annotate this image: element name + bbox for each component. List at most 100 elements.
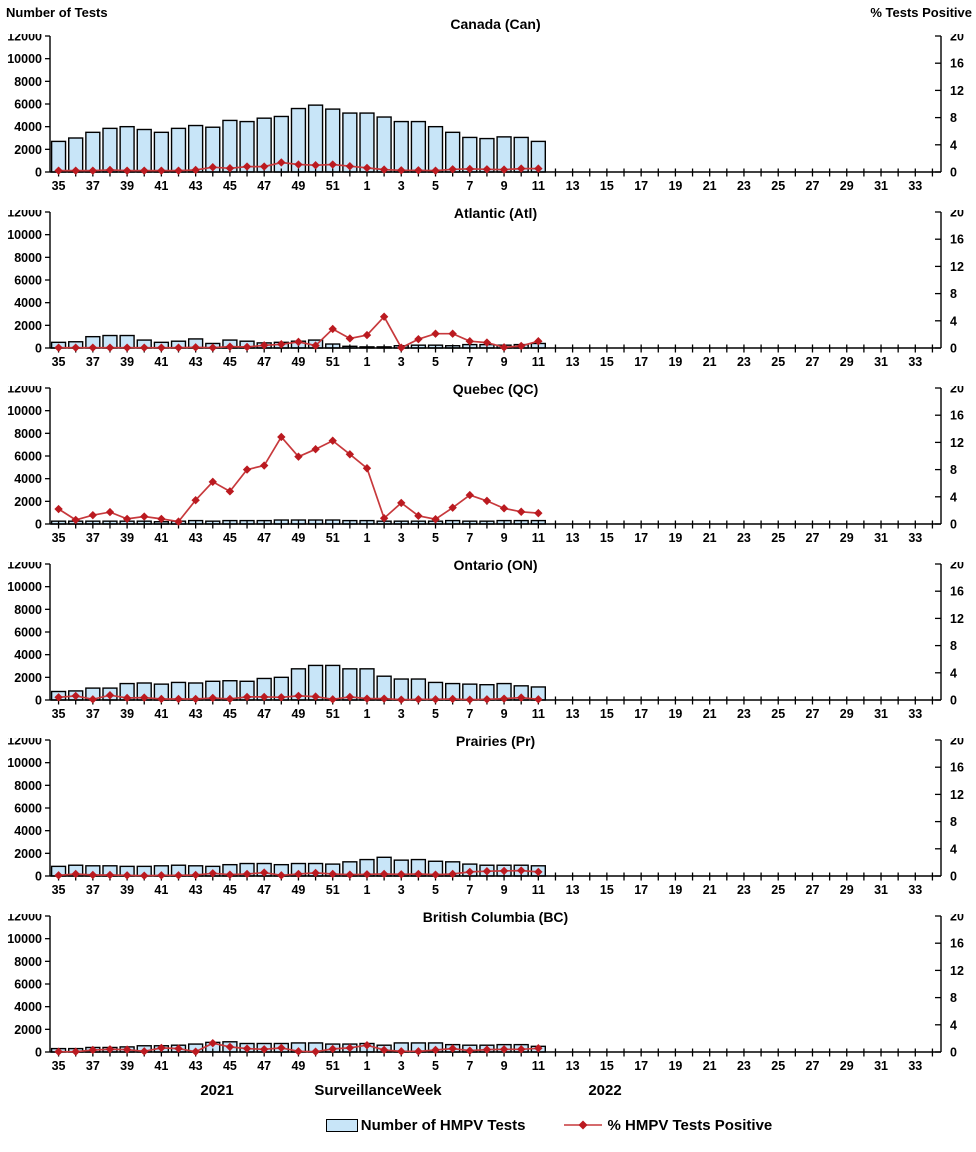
svg-text:4000: 4000 [14, 824, 42, 838]
svg-text:8: 8 [950, 463, 957, 477]
svg-text:19: 19 [668, 179, 682, 193]
svg-text:41: 41 [154, 355, 168, 369]
svg-text:15: 15 [600, 883, 614, 897]
svg-text:13: 13 [566, 355, 580, 369]
svg-text:15: 15 [600, 355, 614, 369]
svg-text:33: 33 [908, 707, 922, 721]
svg-text:9: 9 [501, 883, 508, 897]
year-label-2022: 2022 [588, 1082, 622, 1099]
svg-text:4000: 4000 [14, 120, 42, 134]
svg-text:3: 3 [398, 531, 405, 545]
svg-text:37: 37 [86, 707, 100, 721]
svg-text:10000: 10000 [7, 228, 42, 242]
svg-text:47: 47 [257, 531, 271, 545]
svg-text:37: 37 [86, 179, 100, 193]
svg-text:35: 35 [52, 355, 66, 369]
svg-text:9: 9 [501, 531, 508, 545]
svg-text:33: 33 [908, 883, 922, 897]
svg-text:5: 5 [432, 883, 439, 897]
chart-panel-bc: British Columbia (BC) 0 2000 4000 6000 8000 1… [0, 904, 976, 1080]
svg-text:11: 11 [532, 707, 545, 721]
svg-text:12: 12 [950, 612, 964, 626]
svg-text:2000: 2000 [14, 495, 42, 509]
svg-text:6000: 6000 [14, 274, 42, 288]
svg-text:0: 0 [35, 342, 42, 356]
svg-text:19: 19 [668, 355, 682, 369]
svg-text:16: 16 [950, 57, 964, 71]
svg-text:23: 23 [737, 531, 751, 545]
svg-text:35: 35 [52, 531, 66, 545]
svg-text:45: 45 [223, 1059, 237, 1073]
svg-text:41: 41 [154, 883, 168, 897]
svg-text:31: 31 [874, 1059, 888, 1073]
svg-text:33: 33 [908, 1059, 922, 1073]
svg-text:9: 9 [501, 1059, 508, 1073]
svg-text:16: 16 [950, 409, 964, 423]
svg-text:47: 47 [257, 707, 271, 721]
svg-text:45: 45 [223, 179, 237, 193]
svg-text:27: 27 [806, 707, 820, 721]
svg-text:8: 8 [950, 287, 957, 301]
svg-text:0: 0 [950, 342, 957, 356]
svg-text:45: 45 [223, 355, 237, 369]
svg-text:17: 17 [634, 179, 648, 193]
legend: Number of HMPV Tests % HMPV Tests Positi… [0, 1108, 976, 1142]
svg-text:1: 1 [364, 1059, 371, 1073]
svg-text:13: 13 [566, 1059, 580, 1073]
svg-text:0: 0 [950, 870, 957, 884]
svg-text:17: 17 [634, 355, 648, 369]
svg-text:23: 23 [737, 355, 751, 369]
svg-text:20: 20 [950, 210, 964, 220]
panel-title-canada: Canada (Can) [450, 16, 541, 32]
svg-text:20: 20 [950, 738, 964, 748]
svg-text:10000: 10000 [7, 404, 42, 418]
svg-text:43: 43 [189, 531, 203, 545]
svg-text:39: 39 [120, 531, 134, 545]
svg-text:12: 12 [950, 84, 964, 98]
svg-text:2000: 2000 [14, 319, 42, 333]
panel-title-atlantic: Atlantic (Atl) [453, 205, 538, 221]
year-label-2021: 2021 [200, 1082, 234, 1099]
svg-text:1: 1 [364, 707, 371, 721]
svg-text:45: 45 [223, 883, 237, 897]
svg-text:33: 33 [908, 179, 922, 193]
svg-text:29: 29 [840, 707, 854, 721]
svg-text:16: 16 [950, 585, 964, 599]
svg-text:6000: 6000 [14, 626, 42, 640]
svg-text:39: 39 [120, 179, 134, 193]
svg-text:7: 7 [466, 707, 473, 721]
svg-text:37: 37 [86, 1059, 100, 1073]
svg-text:0: 0 [950, 1046, 957, 1060]
svg-text:17: 17 [634, 531, 648, 545]
svg-text:8000: 8000 [14, 603, 42, 617]
svg-text:0: 0 [950, 694, 957, 708]
svg-text:6000: 6000 [14, 802, 42, 816]
svg-text:15: 15 [600, 1059, 614, 1073]
svg-text:7: 7 [466, 355, 473, 369]
svg-text:47: 47 [257, 179, 271, 193]
svg-text:5: 5 [432, 531, 439, 545]
svg-text:0: 0 [35, 166, 42, 180]
svg-text:51: 51 [326, 355, 340, 369]
svg-text:4: 4 [950, 490, 957, 504]
svg-text:23: 23 [737, 883, 751, 897]
svg-text:11: 11 [532, 355, 545, 369]
svg-text:29: 29 [840, 1059, 854, 1073]
left-axis-title: Number of Tests [6, 5, 108, 20]
svg-text:47: 47 [257, 355, 271, 369]
svg-text:27: 27 [806, 1059, 820, 1073]
svg-text:27: 27 [806, 355, 820, 369]
svg-text:23: 23 [737, 707, 751, 721]
svg-text:31: 31 [874, 355, 888, 369]
svg-text:1: 1 [364, 883, 371, 897]
svg-text:8000: 8000 [14, 427, 42, 441]
svg-text:29: 29 [840, 531, 854, 545]
legend-bar-swatch-icon [325, 1118, 358, 1132]
svg-text:15: 15 [600, 179, 614, 193]
svg-text:25: 25 [771, 179, 785, 193]
